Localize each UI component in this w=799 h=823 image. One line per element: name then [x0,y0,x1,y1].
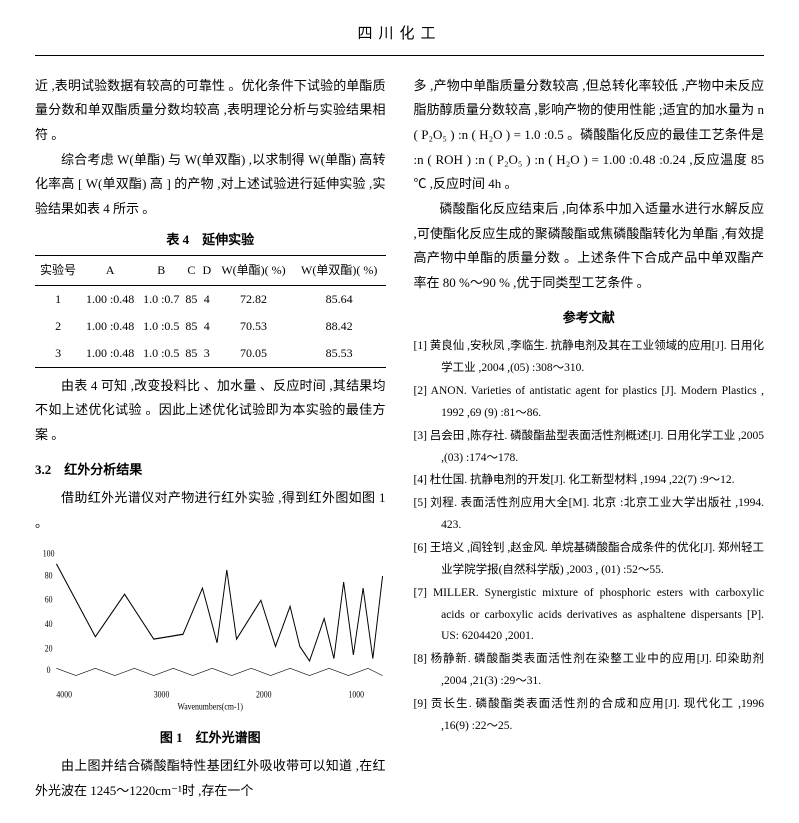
two-column-layout: 近 ,表明试验数据有较高的可靠性 。优化条件下试验的单酯质量分数和单双酯质量分数… [35,74,764,804]
reference-item: [6] 王培义 ,阎铨钊 ,赵金风. 单烷基磷酸酯合成条件的优化[J]. 郑州轻… [414,538,765,582]
reference-item: [3] 吕会田 ,陈存社. 磷酸酯盐型表面活性剂概述[J]. 日用化学工业 ,2… [414,426,765,470]
table-header: W(单酯)( %) [214,256,293,286]
ytick: 20 [45,642,53,653]
table-4-caption: 表 4 延伸实验 [35,228,386,253]
x-axis-label: Wavenumbers(cm-1) [177,700,243,711]
xtick: 2000 [256,688,272,699]
paragraph: 借助红外光谱仪对产物进行红外实验 ,得到红外图如图 1 。 [35,486,386,535]
paragraph: 近 ,表明试验数据有较高的可靠性 。优化条件下试验的单酯质量分数和单双酯质量分数… [35,74,386,148]
section-3-2-title: 3.2 红外分析结果 [35,458,386,483]
reference-item: [7] MILLER. Synergistic mixture of phosp… [414,583,765,649]
reference-item: [4] 杜仕国. 抗静电剂的开发[J]. 化工新型材料 ,1994 ,22(7)… [414,470,765,492]
paragraph: 综合考虑 W(单酯) 与 W(单双酯) ,以求制得 W(单酯) 高转化率高 [ … [35,148,386,222]
table-header: C [183,256,199,286]
xtick: 4000 [56,688,72,699]
reference-item: [1] 黄良仙 ,安秋凤 ,李临生. 抗静电剂及其在工业领域的应用[J]. 日用… [414,336,765,380]
figure-1-caption: 图 1 红外光谱图 [35,726,386,751]
ytick: 100 [43,547,55,558]
ytick: 60 [45,594,53,605]
references-title: 参考文献 [414,306,765,331]
paragraph: 多 ,产物中单酯质量分数较高 ,但总转化率较低 ,产物中未反应脂肪醇质量分数较高… [414,74,765,197]
table-header: W(单双酯)( %) [293,256,386,286]
table-header: 实验号 [35,256,81,286]
page-header: 四川化工 [35,20,764,56]
table-row: 2 1.00 :0.48 1.0 :0.5 85 4 70.53 88.42 [35,313,386,340]
reference-item: [5] 刘程. 表面活性剂应用大全[M]. 北京 :北京工业大学出版社 ,199… [414,493,765,537]
xtick: 1000 [349,688,365,699]
xtick: 3000 [154,688,170,699]
reference-item: [9] 贡长生. 磷酸酯类表面活性剂的合成和应用[J]. 现代化工 ,1996 … [414,694,765,738]
table-row: 1 1.00 :0.48 1.0 :0.7 85 4 72.82 85.64 [35,286,386,313]
paragraph: 由表 4 可知 ,改变投料比 、加水量 、反应时间 ,其结果均不如上述优化试验 … [35,374,386,448]
ytick: 80 [45,569,53,580]
right-column: 多 ,产物中单酯质量分数较高 ,但总转化率较低 ,产物中未反应脂肪醇质量分数较高… [414,74,765,804]
paragraph: 磷酸酯化反应结束后 ,向体系中加入适量水进行水解反应 ,可使酯化反应生成的聚磷酸… [414,197,765,296]
ir-spectrum-chart: 100 80 60 40 20 0 4000 3000 2000 1000 Wa… [35,542,386,712]
ytick: 40 [45,618,53,629]
table-header: D [200,256,215,286]
left-column: 近 ,表明试验数据有较高的可靠性 。优化条件下试验的单酯质量分数和单双酯质量分数… [35,74,386,804]
reference-item: [8] 杨静新. 磷酸酯类表面活性剂在染整工业中的应用[J]. 印染助剂 ,20… [414,649,765,693]
table-header: A [81,256,139,286]
table-row: 3 1.00 :0.48 1.0 :0.5 85 3 70.05 85.53 [35,340,386,367]
reference-item: [2] ANON. Varieties of antistatic agent … [414,381,765,425]
table-header: B [139,256,183,286]
ytick: 0 [47,664,51,675]
paragraph: 由上图并结合磷酸酯特性基团红外吸收带可以知道 ,在红外光波在 1245～1220… [35,754,386,803]
table-4: 实验号 A B C D W(单酯)( %) W(单双酯)( %) 1 1.00 … [35,255,386,367]
